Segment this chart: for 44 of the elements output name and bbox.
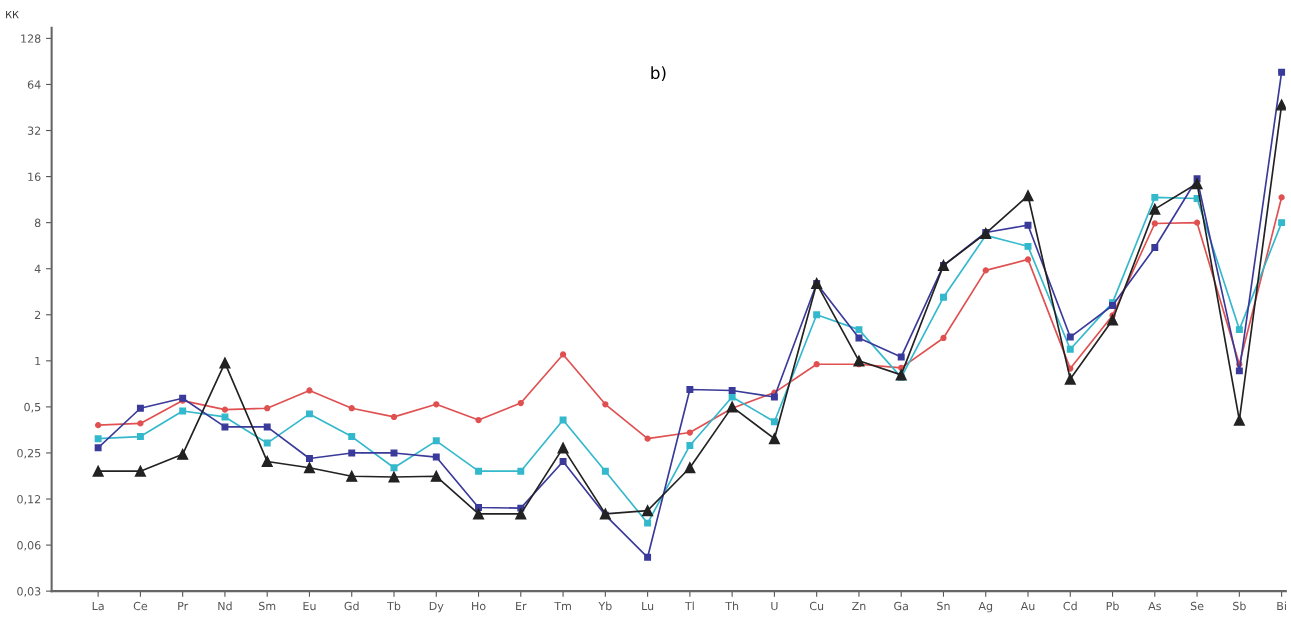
y-tick-label: 1 (35, 356, 41, 366)
x-tick-label: Tb (387, 601, 401, 611)
x-tick-label: Sn (937, 601, 950, 611)
x-tick-label: Yb (598, 601, 612, 611)
x-tick-label: Se (1190, 601, 1204, 611)
x-tick-label: As (1148, 601, 1161, 611)
y-tick-label: 16 (28, 172, 41, 181)
x-tick-label: Sb (1233, 601, 1246, 611)
x-tick-label: Cd (1063, 601, 1077, 611)
y-tick-label: 0,25 (17, 448, 41, 459)
x-tick-label: Ho (472, 601, 486, 611)
y-tick-label: 4 (34, 264, 41, 273)
x-tick-label: Tm (554, 601, 571, 610)
x-tick-label: Ag (978, 601, 993, 613)
x-tick-label: Cu (809, 601, 824, 611)
x-tick-label: Bi (1277, 601, 1286, 610)
x-tick-label: Zn (852, 601, 866, 610)
y-tick-label: 0,06 (17, 541, 41, 551)
x-tick-label: Th (725, 601, 739, 610)
x-tick-label: Nd (218, 601, 232, 611)
x-tick-label: Er (516, 601, 527, 610)
y-axis-title: КК (6, 11, 19, 19)
y-tick-label: 32 (27, 126, 41, 135)
x-tick-label: La (92, 601, 104, 611)
y-tick-label: 64 (27, 80, 41, 89)
x-tick-label: Pr (178, 601, 189, 610)
y-tick-label: 128 (21, 34, 41, 43)
y-tick-label: 2 (34, 310, 41, 319)
x-tick-label: Tl (684, 601, 694, 610)
y-tick-label: 0,03 (17, 587, 41, 597)
x-tick-label: Lu (642, 601, 654, 611)
x-tick-label: Ga (894, 601, 908, 611)
x-tick-label: Eu (303, 601, 316, 611)
annotation: b) (651, 66, 666, 82)
x-tick-label: Dy (429, 601, 444, 613)
y-tick-label: 8 (34, 218, 41, 228)
x-tick-label: Au (1020, 601, 1035, 611)
y-tick-label: 0,12 (17, 494, 41, 505)
y-tick-label: 0,5 (24, 402, 41, 413)
x-tick-label: U (771, 601, 778, 611)
x-tick-label: Gd (344, 601, 359, 611)
x-tick-label: Ce (133, 601, 148, 611)
x-tick-label: Pb (1106, 601, 1119, 611)
x-tick-label: Sm (259, 601, 276, 611)
